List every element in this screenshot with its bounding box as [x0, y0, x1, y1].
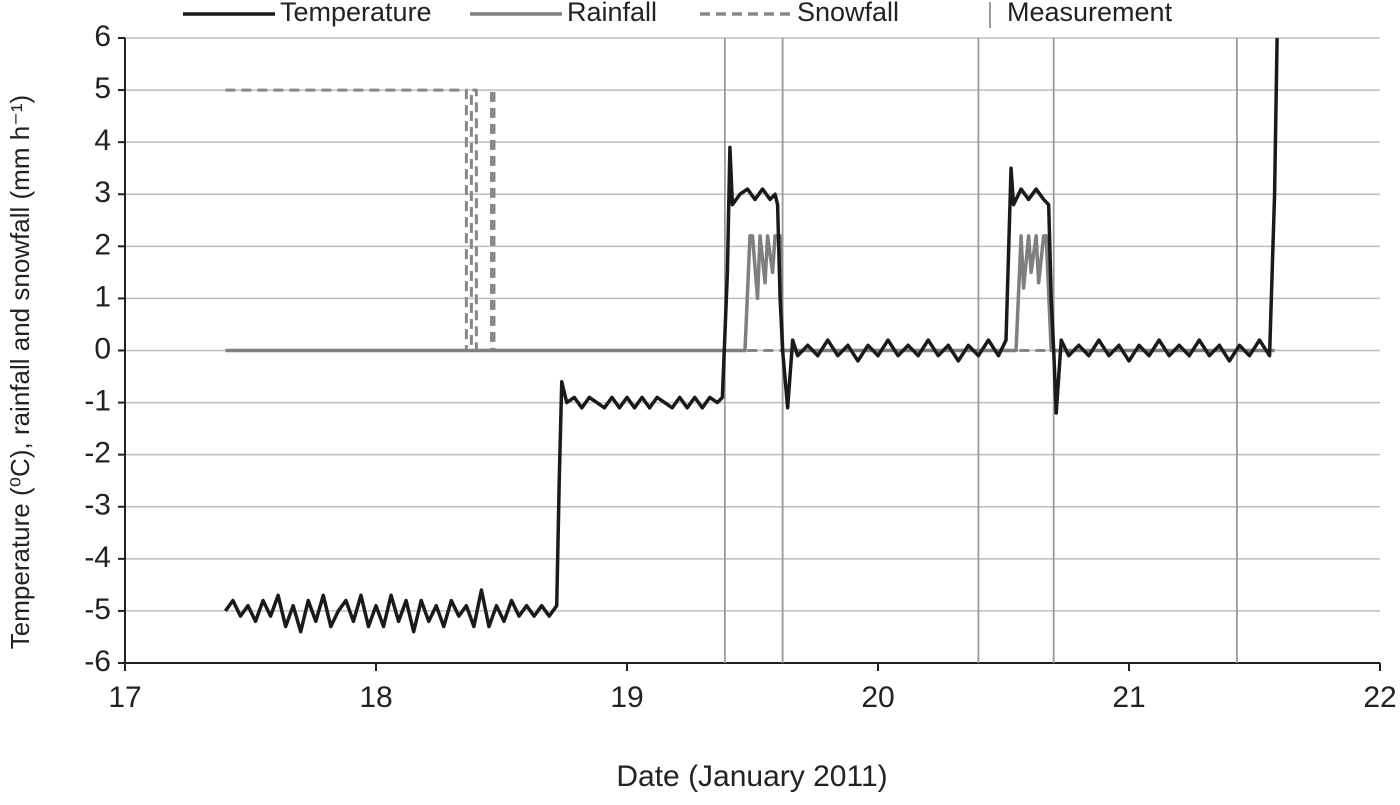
y-tick-label: 2 [94, 228, 111, 261]
y-tick-label: -3 [84, 489, 111, 522]
legend-label: Snowfall [797, 0, 899, 27]
x-axis-label: Date (January 2011) [616, 760, 887, 793]
y-tick-label: -1 [84, 385, 111, 418]
y-tick-label: -2 [84, 437, 111, 470]
y-tick-label: 3 [94, 176, 111, 209]
x-tick-label: 21 [1112, 681, 1145, 714]
y-tick-label: -5 [84, 593, 111, 626]
series-line [225, 234, 1275, 353]
y-tick-label: 5 [94, 72, 111, 105]
legend-label: Temperature [280, 0, 432, 27]
series-line [223, 37, 1279, 634]
y-tick-label: 1 [94, 280, 111, 313]
legend-label: Measurement [1007, 0, 1173, 27]
y-tick-label: 0 [94, 332, 111, 365]
series-line [225, 88, 1275, 352]
y-tick-label: 4 [94, 124, 111, 157]
x-tick-label: 20 [861, 681, 894, 714]
y-axis-label: Temperature (⁰C), rainfall and snowfall … [5, 95, 35, 649]
x-tick-label: 19 [610, 681, 643, 714]
y-tick-label: 6 [94, 20, 111, 53]
x-tick-label: 22 [1363, 681, 1396, 714]
y-tick-label: -4 [84, 541, 111, 574]
x-tick-label: 17 [108, 681, 141, 714]
legend-label: Rainfall [567, 0, 657, 27]
y-tick-label: -6 [84, 645, 111, 678]
x-tick-label: 18 [359, 681, 392, 714]
